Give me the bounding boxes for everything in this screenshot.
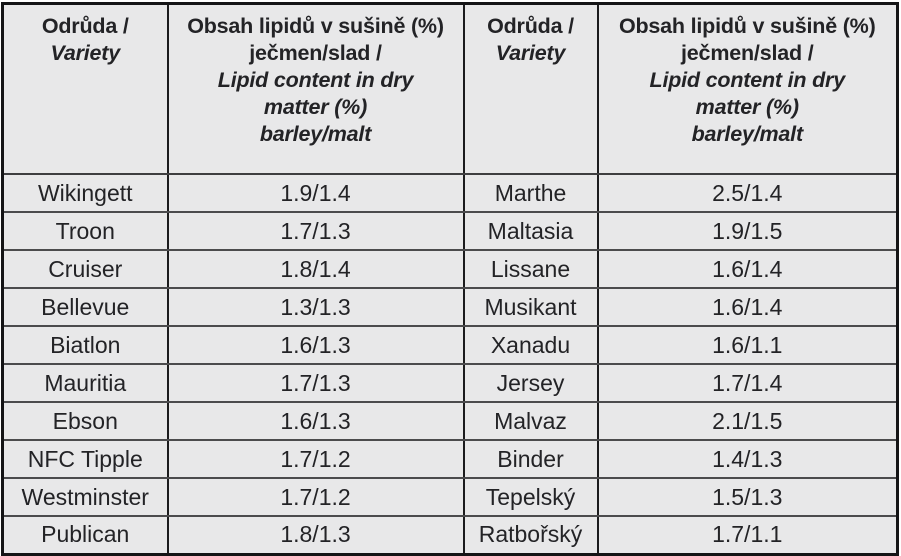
- value-cell: 1.8/1.3: [166, 515, 465, 555]
- variety-cell: Ebson: [1, 401, 169, 441]
- value-cell: 1.6/1.3: [166, 401, 465, 441]
- table-header: Odrůda / Variety Obsah lipidů v sušině (…: [1, 2, 899, 175]
- variety-cell: Cruiser: [1, 249, 169, 289]
- variety-cell: Ratbořský: [462, 515, 599, 555]
- variety-cell: Wikingett: [1, 173, 169, 213]
- variety-cell: NFC Tipple: [1, 439, 169, 479]
- value-cell: 1.8/1.4: [166, 249, 465, 289]
- variety-cell: Mauritia: [1, 363, 169, 403]
- variety-cell: Publican: [1, 515, 169, 555]
- variety-cell: Maltasia: [462, 211, 599, 251]
- table-body: Wikingett 1.9/1.4 Marthe 2.5/1.4 Troon 1…: [1, 173, 899, 555]
- value-cell: 1.5/1.3: [596, 477, 899, 517]
- header-lipid-left-cs-line1: Obsah lipidů v sušině (%): [187, 14, 444, 38]
- table-row: Bellevue 1.3/1.3 Musikant 1.6/1.4: [1, 287, 899, 327]
- header-variety-left-en: Variety: [50, 41, 120, 65]
- header-lipid-left-cs-line2: ječmen/slad /: [249, 41, 382, 65]
- header-row: Odrůda / Variety Obsah lipidů v sušině (…: [1, 2, 899, 175]
- variety-cell: Troon: [1, 211, 169, 251]
- variety-cell: Tepelský: [462, 477, 599, 517]
- variety-cell: Binder: [462, 439, 599, 479]
- value-cell: 1.3/1.3: [166, 287, 465, 327]
- value-cell: 1.7/1.3: [166, 211, 465, 251]
- variety-cell: Biatlon: [1, 325, 169, 365]
- header-variety-right: Odrůda / Variety: [462, 2, 599, 175]
- variety-cell: Jersey: [462, 363, 599, 403]
- table-row: Mauritia 1.7/1.3 Jersey 1.7/1.4: [1, 363, 899, 403]
- header-lipid-right: Obsah lipidů v sušině (%) ječmen/slad / …: [596, 2, 899, 175]
- variety-cell: Lissane: [462, 249, 599, 289]
- table-row: Cruiser 1.8/1.4 Lissane 1.6/1.4: [1, 249, 899, 289]
- variety-cell: Malvaz: [462, 401, 599, 441]
- value-cell: 1.7/1.2: [166, 439, 465, 479]
- value-cell: 1.7/1.1: [596, 515, 899, 555]
- header-lipid-left: Obsah lipidů v sušině (%) ječmen/slad / …: [166, 2, 465, 175]
- value-cell: 2.5/1.4: [596, 173, 899, 213]
- header-variety-right-en: Variety: [495, 41, 566, 65]
- table-row: Publican 1.8/1.3 Ratbořský 1.7/1.1: [1, 515, 899, 555]
- value-cell: 2.1/1.5: [596, 401, 899, 441]
- header-lipid-right-cs-line1: Obsah lipidů v sušině (%): [618, 14, 876, 38]
- value-cell: 1.6/1.3: [166, 325, 465, 365]
- value-cell: 1.4/1.3: [596, 439, 899, 479]
- table-row: Biatlon 1.6/1.3 Xanadu 1.6/1.1: [1, 325, 899, 365]
- header-variety-left-cs: Odrůda /: [41, 14, 129, 38]
- header-lipid-right-en-line1: Lipid content in dry: [649, 68, 846, 92]
- value-cell: 1.9/1.4: [166, 173, 465, 213]
- variety-cell: Westminster: [1, 477, 169, 517]
- variety-cell: Bellevue: [1, 287, 169, 327]
- variety-cell: Xanadu: [462, 325, 599, 365]
- header-lipid-right-cs-line2: ječmen/slad /: [681, 41, 814, 65]
- value-cell: 1.6/1.4: [596, 249, 899, 289]
- header-lipid-right-en-line3: barley/malt: [691, 122, 804, 146]
- value-cell: 1.6/1.4: [596, 287, 899, 327]
- table-row: Westminster 1.7/1.2 Tepelský 1.5/1.3: [1, 477, 899, 517]
- header-lipid-left-en-line1: Lipid content in dry: [217, 68, 414, 92]
- header-lipid-left-en-line3: barley/malt: [259, 122, 372, 146]
- value-cell: 1.9/1.5: [596, 211, 899, 251]
- header-variety-left: Odrůda / Variety: [1, 2, 169, 175]
- header-lipid-right-en-line2: matter (%): [695, 95, 799, 119]
- variety-cell: Musikant: [462, 287, 599, 327]
- table-row: NFC Tipple 1.7/1.2 Binder 1.4/1.3: [1, 439, 899, 479]
- table-row: Ebson 1.6/1.3 Malvaz 2.1/1.5: [1, 401, 899, 441]
- header-lipid-left-en-line2: matter (%): [263, 95, 368, 119]
- value-cell: 1.7/1.2: [166, 477, 465, 517]
- table-row: Wikingett 1.9/1.4 Marthe 2.5/1.4: [1, 173, 899, 213]
- table-row: Troon 1.7/1.3 Maltasia 1.9/1.5: [1, 211, 899, 251]
- header-variety-right-cs: Odrůda /: [487, 14, 574, 38]
- value-cell: 1.7/1.4: [596, 363, 899, 403]
- variety-cell: Marthe: [462, 173, 599, 213]
- value-cell: 1.7/1.3: [166, 363, 465, 403]
- value-cell: 1.6/1.1: [596, 325, 899, 365]
